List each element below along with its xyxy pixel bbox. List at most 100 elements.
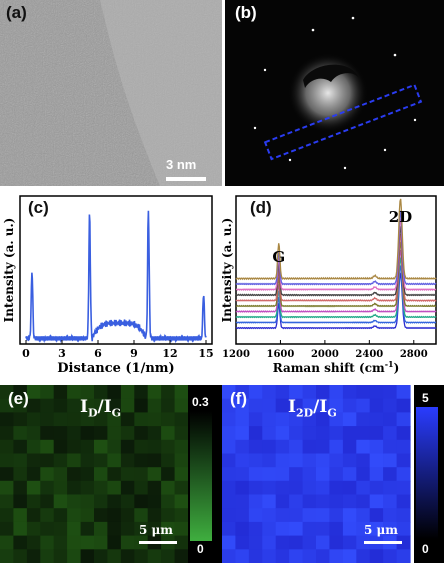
scale-bar-label-e: 5 μm — [139, 523, 174, 537]
heatmap-cell — [356, 453, 371, 468]
heatmap-cell — [40, 439, 55, 455]
heatmap-cell — [0, 412, 14, 427]
heatmap-cell — [316, 508, 330, 523]
heatmap-cell — [147, 521, 162, 537]
colorbar-max-e: 0.3 — [192, 395, 209, 409]
x-axis-label-d: Raman shift (cm-1) — [273, 359, 400, 375]
heatmap-cell — [396, 521, 411, 537]
heatmap-cell — [302, 508, 317, 523]
heatmap-cell — [342, 385, 357, 400]
heatmap-cell — [248, 453, 263, 468]
heatmap-cell — [134, 508, 149, 523]
heatmap-cell — [67, 508, 82, 523]
heatmap-cell — [161, 521, 176, 537]
heatmap-cell — [383, 494, 398, 509]
heatmap-cell — [80, 480, 95, 496]
heatmap-cell — [289, 385, 304, 400]
heatmap-cell — [383, 521, 398, 537]
heatmap-cell — [262, 412, 277, 427]
heatmap-cell — [235, 398, 250, 413]
x-tick-label-d: 2000 — [311, 349, 339, 360]
heatmap-cell — [94, 549, 108, 563]
heatmap-cell — [316, 453, 330, 468]
heatmap-cell — [94, 453, 108, 468]
heatmap-cell — [302, 426, 317, 441]
heatmap-cell — [396, 412, 411, 427]
heatmap-cell — [383, 426, 398, 441]
distance-profile-svg: 0 3 6 9 12 15 Distance (1/nm) Intensity (a. u.) — [2, 195, 214, 376]
heatmap-cell — [161, 467, 176, 482]
heatmap-cell — [0, 521, 14, 537]
heatmap-cell — [316, 385, 330, 400]
colorbar-f — [416, 407, 438, 539]
heatmap-cell — [134, 494, 149, 509]
panel-label-d: (d) — [250, 198, 272, 217]
heatmap-cell — [316, 439, 330, 455]
heatmap-cell — [235, 467, 250, 482]
heatmap-cell — [329, 385, 344, 400]
heatmap-cell — [80, 426, 95, 441]
heatmap-cell — [329, 549, 344, 563]
heatmap-cell — [396, 508, 411, 523]
heatmap-cell — [369, 385, 384, 400]
heatmap-cell — [80, 494, 95, 509]
heatmap-cell — [107, 535, 122, 550]
heatmap-cell — [40, 426, 55, 441]
heatmap-cell — [107, 412, 122, 427]
heatmap-cell — [94, 412, 108, 427]
x-tick-label-c: 9 — [130, 347, 138, 360]
heatmap-cell — [53, 549, 68, 563]
heatmap-cell — [161, 453, 176, 468]
colorbar-e — [190, 411, 212, 541]
heatmap-cell — [120, 453, 135, 468]
heatmap-cell — [94, 480, 108, 496]
heatmap-cell — [342, 521, 357, 537]
heatmap-cell — [275, 385, 290, 400]
heatmap-cell — [107, 385, 122, 400]
heatmap-cell — [13, 508, 28, 523]
heatmap-cell — [248, 508, 263, 523]
heatmap-cell — [235, 426, 250, 441]
heatmap-cell — [174, 467, 189, 482]
heatmap-cell — [302, 521, 317, 537]
heatmap-cell — [26, 385, 41, 400]
heatmap-cell — [369, 521, 384, 537]
heatmap-cell — [342, 494, 357, 509]
heatmap-cell — [396, 439, 411, 455]
heatmap-cell — [174, 426, 189, 441]
heatmap-cell — [40, 535, 55, 550]
heatmap-cell — [80, 412, 95, 427]
heatmap-cell — [53, 453, 68, 468]
heatmap-cell — [342, 398, 357, 413]
heatmap-cell — [396, 398, 411, 413]
heatmap-cell — [396, 467, 411, 482]
heatmap-cell — [13, 453, 28, 468]
heatmap-cell — [383, 467, 398, 482]
heatmap-cell — [222, 453, 236, 468]
heatmap-cell — [174, 494, 189, 509]
heatmap-cell — [40, 385, 55, 400]
heatmap-cell — [342, 480, 357, 496]
heatmap-cell — [26, 398, 41, 413]
heatmap-cell — [161, 412, 176, 427]
heatmap-cell — [369, 480, 384, 496]
heatmap-cell — [94, 398, 108, 413]
profile-line — [25, 210, 207, 344]
heatmap-cell — [120, 467, 135, 482]
heatmap-cell — [147, 398, 162, 413]
heatmap-cell — [275, 412, 290, 427]
heatmap-cell — [262, 480, 277, 496]
heatmap-cell — [316, 494, 330, 509]
heatmap-cell — [329, 535, 344, 550]
heatmap-cell — [356, 439, 371, 455]
heatmap-cell — [289, 398, 304, 413]
heatmap-cell — [161, 398, 176, 413]
heatmap-cell — [222, 521, 236, 537]
heatmap-cell — [120, 521, 135, 537]
heatmap-cell — [289, 480, 304, 496]
heatmap-cell — [147, 412, 162, 427]
heatmap-cell — [174, 385, 189, 400]
raman-spectra-svg: 1200 1600 2000 2400 2800 G 2D Raman shift (cm-1… — [222, 195, 437, 375]
heatmap-cell — [248, 467, 263, 482]
heatmap-cell — [289, 494, 304, 509]
